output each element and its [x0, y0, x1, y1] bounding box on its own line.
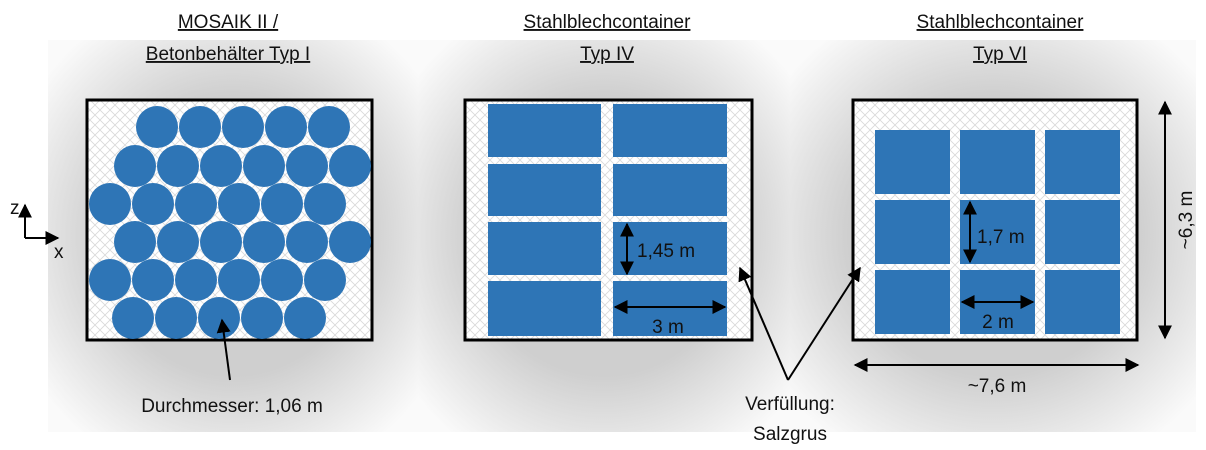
waste-drum — [222, 106, 264, 148]
waste-drum — [261, 259, 303, 301]
label: ~7,6 m — [968, 376, 1027, 397]
label: ~6,3 m — [1176, 191, 1197, 250]
waste-drum — [241, 297, 283, 339]
waste-drum — [114, 145, 156, 187]
waste-drum — [157, 145, 199, 187]
waste-drum — [261, 183, 303, 225]
waste-drum — [112, 297, 154, 339]
waste-drum — [304, 183, 346, 225]
panel-title: Typ IV — [580, 44, 634, 65]
label: 1,45 m — [637, 241, 695, 262]
label: Verfüllung: — [745, 394, 835, 415]
waste-drum — [329, 221, 371, 263]
waste-drum — [157, 221, 199, 263]
waste-drum — [89, 259, 131, 301]
waste-drum — [200, 221, 242, 263]
container — [613, 164, 727, 216]
arrows — [18, 100, 1172, 381]
container — [613, 104, 727, 157]
waste-drum — [114, 221, 156, 263]
label: 2 m — [982, 312, 1014, 333]
waste-drum — [179, 106, 221, 148]
waste-drum — [136, 106, 178, 148]
waste-drum — [308, 106, 350, 148]
container — [488, 281, 601, 336]
panel-title: Typ VI — [973, 44, 1027, 65]
axis-label: x — [54, 242, 64, 263]
waste-drum — [132, 259, 174, 301]
waste-drum — [329, 145, 371, 187]
waste-drum — [89, 183, 131, 225]
container — [1045, 270, 1120, 334]
waste-drum — [200, 145, 242, 187]
waste-drum — [304, 259, 346, 301]
container — [488, 222, 601, 275]
label: 3 m — [652, 317, 684, 338]
panel-title: MOSAIK II / — [178, 12, 279, 33]
label: 1,7 m — [977, 227, 1025, 248]
container — [875, 270, 950, 334]
container — [1045, 130, 1120, 194]
panel-title: Stahlblechcontainer — [524, 12, 692, 33]
container — [488, 104, 601, 157]
waste-drum — [175, 259, 217, 301]
waste-drum — [243, 221, 285, 263]
waste-drum — [284, 297, 326, 339]
waste-drum — [198, 297, 240, 339]
waste-drum — [286, 221, 328, 263]
waste-drum — [132, 183, 174, 225]
label: Durchmesser: 1,06 m — [141, 396, 323, 417]
waste-drum — [218, 183, 260, 225]
container — [1045, 200, 1120, 264]
container — [875, 130, 950, 194]
waste-drum — [175, 183, 217, 225]
waste-drum — [265, 106, 307, 148]
panel-title: Stahlblechcontainer — [917, 12, 1085, 33]
waste-drum — [155, 297, 197, 339]
container — [960, 130, 1035, 194]
waste-drum — [286, 145, 328, 187]
axis-label: z — [10, 198, 20, 219]
waste-drum — [243, 145, 285, 187]
container — [488, 164, 601, 216]
container — [875, 200, 950, 264]
panel-title: Betonbehälter Typ I — [146, 44, 310, 65]
waste-drum — [218, 259, 260, 301]
label: Salzgrus — [753, 424, 827, 445]
